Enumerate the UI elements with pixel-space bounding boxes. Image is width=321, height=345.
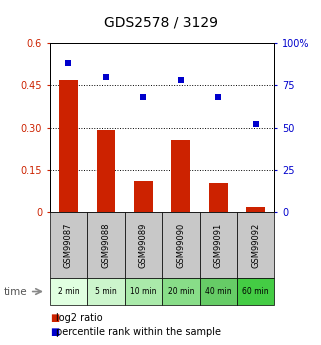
Point [216,95,221,100]
Point [141,95,146,100]
Text: percentile rank within the sample: percentile rank within the sample [56,327,221,337]
Point [178,78,183,83]
Text: GSM99087: GSM99087 [64,222,73,268]
Text: 60 min: 60 min [242,287,269,296]
Text: 20 min: 20 min [168,287,194,296]
Point [103,74,108,80]
Bar [247,207,265,212]
Text: GSM99088: GSM99088 [101,222,110,268]
Point [253,121,258,127]
Text: GSM99089: GSM99089 [139,222,148,268]
Text: time: time [3,287,27,296]
Bar [97,130,115,212]
Text: 40 min: 40 min [205,287,231,296]
Text: 2 min: 2 min [58,287,79,296]
Text: GSM99090: GSM99090 [176,222,185,268]
Text: GSM99092: GSM99092 [251,222,260,268]
Bar [59,80,78,212]
Text: GSM99091: GSM99091 [214,222,223,268]
Text: ■: ■ [50,313,59,323]
Text: log2 ratio: log2 ratio [56,313,103,323]
Text: 5 min: 5 min [95,287,117,296]
Text: ■: ■ [50,327,59,337]
Bar [134,181,153,212]
Text: 10 min: 10 min [130,287,157,296]
Bar [171,140,190,212]
Text: GDS2578 / 3129: GDS2578 / 3129 [103,16,218,30]
Bar [209,183,228,212]
Point [66,61,71,66]
